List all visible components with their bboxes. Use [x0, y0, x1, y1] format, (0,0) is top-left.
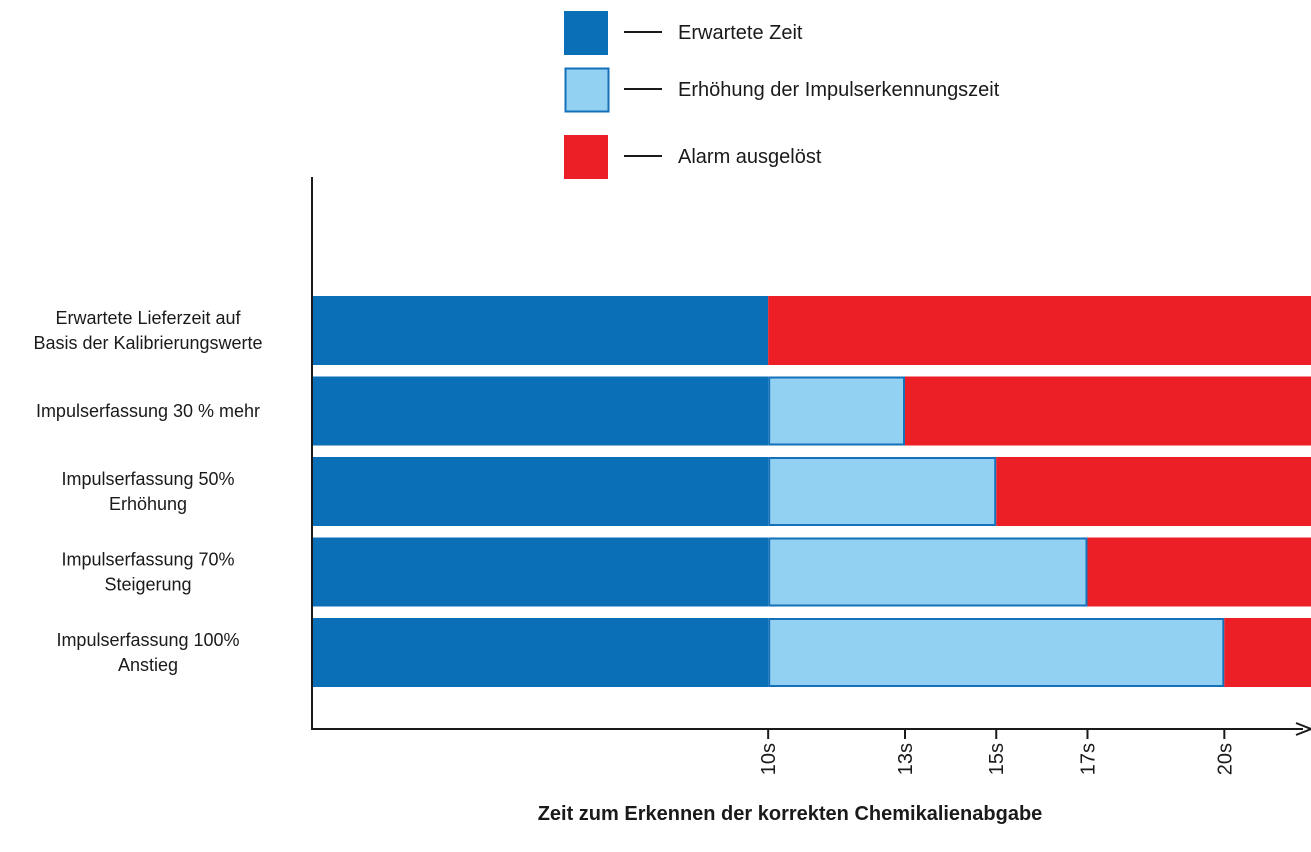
x-tick-label: 13s	[895, 743, 917, 775]
legend-label-increase: Erhöhung der Impulserkennungszeit	[678, 79, 1000, 101]
x-tick-label: 20s	[1214, 743, 1236, 775]
category-label-0: Erwartete Lieferzeit auf Basis der Kalibr…	[33, 308, 262, 353]
bar-expected-1	[312, 376, 769, 446]
bar-alarm-3	[1087, 537, 1311, 607]
category-label-line: Impulserfassung 100%	[56, 630, 239, 650]
category-label-3: Impulserfassung 70% Steigerung	[61, 550, 234, 595]
category-label-line: Erhöhung	[109, 494, 187, 514]
x-tick-label: 17s	[1077, 743, 1099, 775]
bar-expected-3	[312, 537, 769, 607]
axes	[311, 177, 1311, 736]
x-tick-label: 10s	[758, 743, 780, 775]
category-labels: Erwartete Lieferzeit auf Basis der Kalibr…	[33, 308, 262, 675]
bar-alarm-4	[1224, 618, 1311, 687]
legend-swatch-increase	[564, 67, 610, 113]
bar-alarm-1	[905, 376, 1311, 446]
category-label-line: Impulserfassung 70%	[61, 550, 234, 570]
category-label-line: Impulserfassung 30 % mehr	[36, 401, 260, 421]
category-label-2: Impulserfassung 50% Erhöhung	[61, 469, 234, 514]
category-label-line: Erwartete Lieferzeit auf	[55, 308, 241, 328]
category-label-line: Steigerung	[104, 575, 191, 595]
legend-swatch-expected	[564, 11, 608, 55]
bar-increase-1	[768, 376, 906, 446]
bar-increase-3	[768, 537, 1088, 607]
bar-expected-4	[312, 618, 769, 687]
bar-increase-2	[768, 457, 997, 526]
category-label-line: Anstieg	[118, 655, 178, 675]
x-axis-title: Zeit zum Erkennen der korrekten Chemikal…	[538, 803, 1043, 825]
bar-expected-2	[312, 457, 769, 526]
bar-expected-0	[312, 296, 769, 365]
legend-label-expected: Erwartete Zeit	[678, 22, 803, 44]
bar-increase-4	[768, 618, 1225, 687]
bar-alarm-0	[768, 296, 1311, 365]
bars	[312, 296, 1311, 687]
category-label-1: Impulserfassung 30 % mehr	[36, 401, 260, 421]
bar-alarm-2	[996, 457, 1311, 526]
legend: Erwartete Zeit Erhöhung der Impulserkennu…	[564, 11, 1000, 179]
x-axis-arrow	[1295, 722, 1311, 736]
x-ticks: 10s 13s 15s 17s 20s	[758, 729, 1236, 775]
legend-swatch-alarm	[564, 135, 608, 179]
x-tick-label: 15s	[986, 743, 1008, 775]
legend-label-alarm: Alarm ausgelöst	[678, 146, 822, 168]
category-label-4: Impulserfassung 100% Anstieg	[56, 630, 239, 675]
category-label-line: Impulserfassung 50%	[61, 469, 234, 489]
category-label-line: Basis der Kalibrierungswerte	[33, 333, 262, 353]
